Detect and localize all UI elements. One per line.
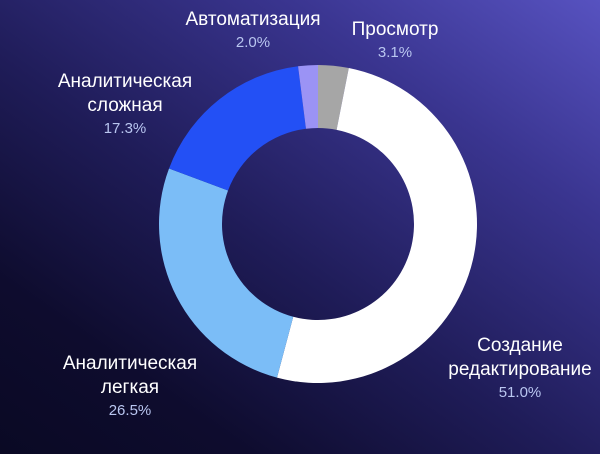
slice-name-line2: сложная bbox=[87, 95, 163, 116]
slice-name: Аналитическая bbox=[62, 353, 198, 374]
slice-percent: 2.0% bbox=[235, 34, 271, 51]
slice-percent: 17.3% bbox=[103, 120, 147, 137]
slice-name-line2: легкая bbox=[100, 377, 160, 398]
label-sozdanie-redaktirovanie: Создание редактирование 51.0% bbox=[440, 334, 600, 404]
slice-name: Аналитическая bbox=[57, 71, 193, 92]
label-avtomatizatsiya: Автоматизация 2.0% bbox=[168, 8, 338, 54]
slice-name-line2: редактирование bbox=[448, 359, 592, 380]
slice-name: Автоматизация bbox=[185, 9, 321, 30]
donut-slice bbox=[158, 168, 294, 378]
slice-percent: 3.1% bbox=[377, 44, 413, 61]
label-prosmotr: Просмотр 3.1% bbox=[335, 18, 455, 64]
label-analiticheskaya-legkaya: Аналитическая легкая 26.5% bbox=[45, 352, 215, 422]
slice-percent: 26.5% bbox=[108, 402, 152, 419]
donut-slice bbox=[298, 65, 318, 129]
slice-name: Просмотр bbox=[351, 19, 439, 40]
label-analiticheskaya-slozhnaya: Аналитическая сложная 17.3% bbox=[40, 70, 210, 140]
slice-name: Создание bbox=[477, 335, 563, 356]
slice-percent: 51.0% bbox=[498, 384, 542, 401]
donut-slice bbox=[276, 68, 478, 384]
donut-slice bbox=[169, 66, 306, 191]
donut-slice bbox=[318, 65, 349, 130]
